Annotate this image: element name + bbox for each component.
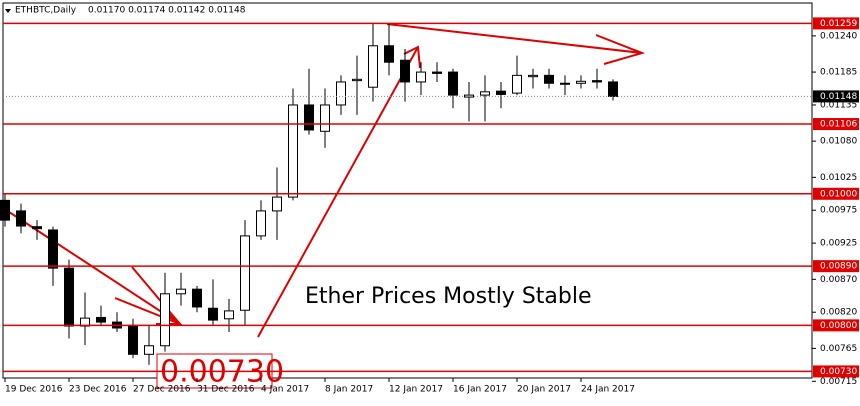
symbol: ETHBTC,Daily <box>15 6 77 16</box>
candle-body <box>400 59 410 83</box>
y-tick-label: 0.01135 <box>820 100 857 110</box>
x-tick-label: 20 Jan 2017 <box>517 385 571 395</box>
x-tick-label: 4 Jan 2017 <box>261 385 309 395</box>
level-label: 0.00730 <box>820 367 857 377</box>
level-label: 0.01259 <box>820 19 857 29</box>
candle-body <box>272 196 282 212</box>
candle-body <box>544 74 554 84</box>
candle-body <box>64 267 74 327</box>
candle-body <box>128 324 138 355</box>
x-tick-label: 31 Dec 2016 <box>197 385 255 395</box>
candle-body <box>592 80 602 83</box>
y-tick-label: 0.01240 <box>820 31 857 41</box>
candle-body <box>240 235 250 311</box>
x-tick-label: 27 Dec 2016 <box>133 385 191 395</box>
candle-body <box>208 307 218 321</box>
candle-body <box>144 345 154 355</box>
candle-body <box>320 104 330 132</box>
candle-body <box>176 288 186 295</box>
level-label: 0.01106 <box>820 120 857 130</box>
current-price-label: 0.01148 <box>820 92 857 102</box>
y-tick-label: 0.00715 <box>820 377 857 387</box>
arrowhead <box>595 34 646 65</box>
candle-body <box>384 45 394 63</box>
arrowhead <box>403 45 421 69</box>
candle-body <box>288 104 298 198</box>
level-label-box <box>813 17 859 30</box>
candle-body <box>448 71 458 96</box>
arrow <box>386 23 643 54</box>
candle-body <box>528 74 538 78</box>
candle-body <box>496 90 506 95</box>
x-tick-label: 24 Jan 2017 <box>581 385 635 395</box>
y-tick-label: 0.00925 <box>820 239 857 249</box>
candle-body <box>16 210 26 227</box>
candle-body <box>512 74 522 94</box>
level-label: 0.00890 <box>820 262 857 272</box>
level-label-box <box>813 118 859 131</box>
arrow <box>131 266 181 325</box>
y-tick-label: 0.01080 <box>820 137 857 147</box>
candle-body <box>416 71 426 83</box>
y-tick-label: 0.00975 <box>820 206 857 216</box>
x-tick-label: 12 Jan 2017 <box>389 385 443 395</box>
candle-body <box>480 91 490 96</box>
y-tick-label: 0.00765 <box>820 344 857 354</box>
candle-body <box>224 310 234 320</box>
candle-body <box>192 288 202 308</box>
candle-body <box>336 81 346 106</box>
candle-body <box>256 210 266 237</box>
menu-arrow <box>5 9 11 13</box>
y-tick-label: 0.01185 <box>820 68 857 78</box>
plot-frame <box>2 2 813 379</box>
candle-body <box>432 71 442 74</box>
y-tick-label: 0.00820 <box>820 308 857 318</box>
candle-body <box>352 78 362 82</box>
level-label-box <box>813 260 859 273</box>
candle-body <box>160 293 170 347</box>
level-label: 0.00800 <box>820 321 857 331</box>
candle-body <box>0 199 10 221</box>
candle-body <box>560 82 570 85</box>
annotation: Ether Prices Mostly Stable <box>305 284 592 309</box>
level-label-box <box>813 187 859 200</box>
candle-body <box>304 104 314 131</box>
x-tick-label: 19 Dec 2016 <box>5 385 63 395</box>
y-tick-label: 0.00870 <box>820 275 857 285</box>
level-label-box <box>813 365 859 378</box>
x-tick-label: 23 Dec 2016 <box>69 385 127 395</box>
x-tick-label: 16 Jan 2017 <box>453 385 507 395</box>
arrow <box>257 46 419 338</box>
candle-body <box>368 45 378 88</box>
candle-body <box>576 80 586 84</box>
candle-body <box>32 226 42 230</box>
x-tick-label: 8 Jan 2017 <box>325 385 373 395</box>
candle-body <box>608 81 618 97</box>
level-label-box <box>813 319 859 332</box>
current-price-box <box>813 90 859 103</box>
header-values: 0.01170 0.01174 0.01142 0.01148 <box>88 6 246 16</box>
y-tick-label: 0.01025 <box>820 173 857 183</box>
level-label: 0.01000 <box>820 189 857 199</box>
candle-body <box>48 229 58 269</box>
candle-body <box>96 316 106 323</box>
